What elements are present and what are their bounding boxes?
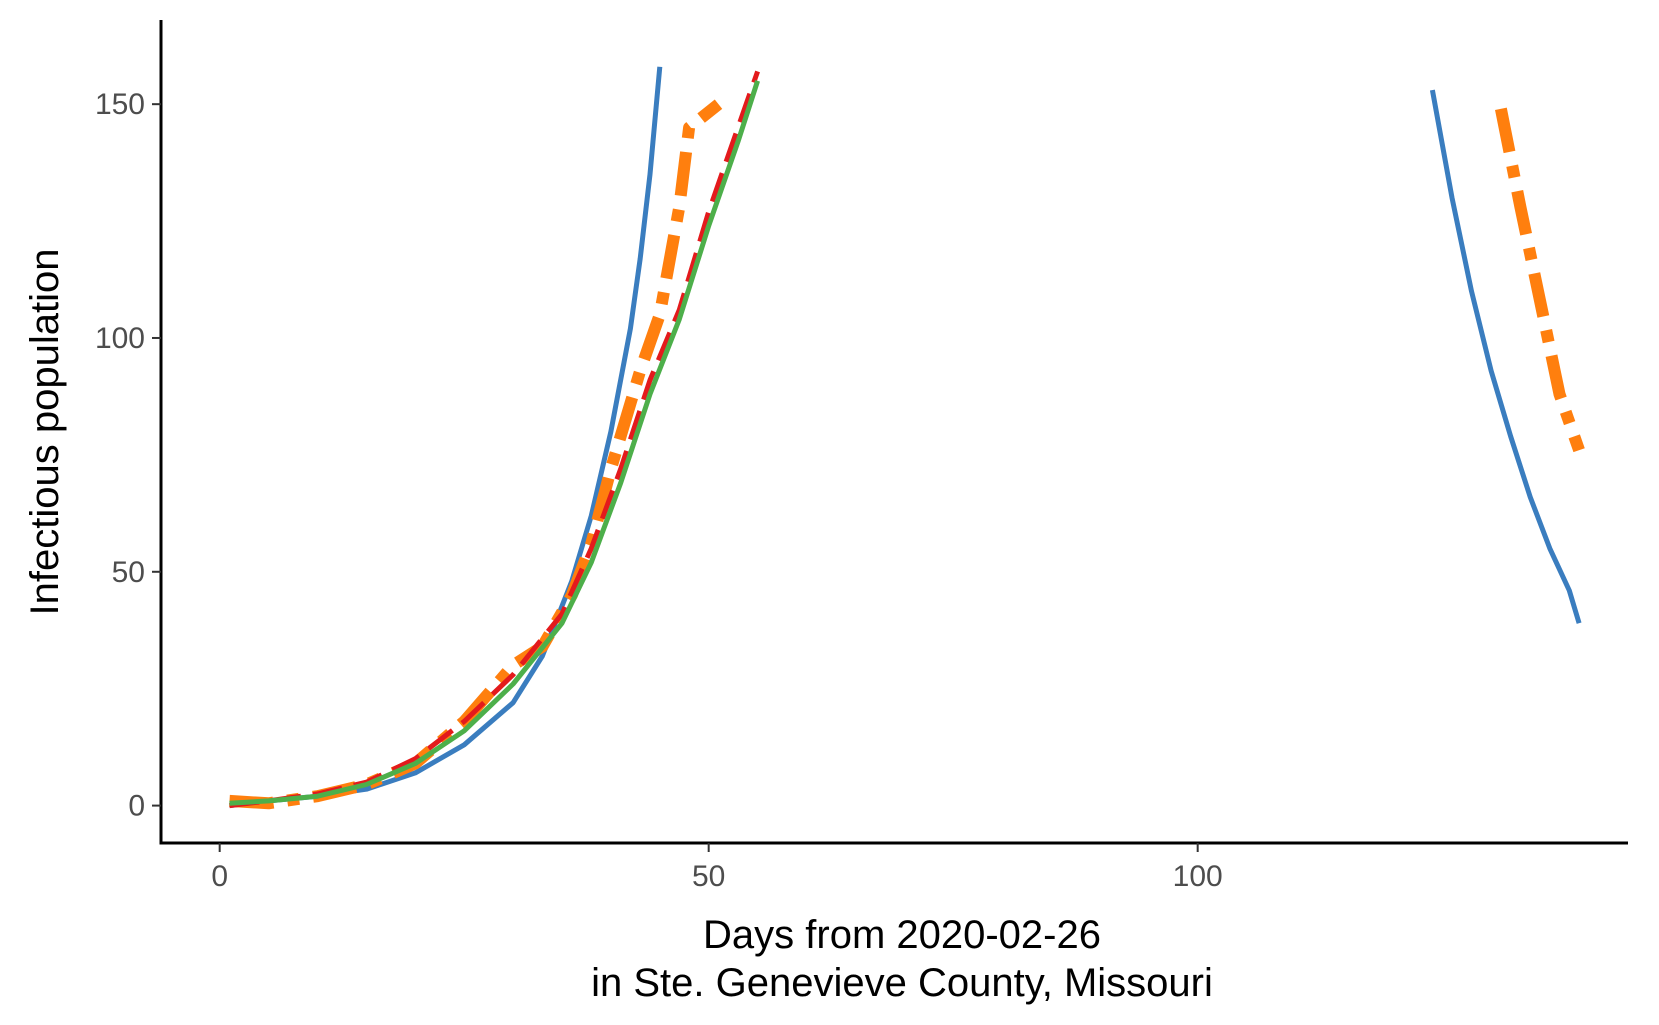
- y-tick-label: 150: [95, 88, 145, 121]
- plot-series-layer: [229, 66, 1585, 810]
- series-line: [1495, 107, 1585, 453]
- y-axis-title: Infectious population: [23, 249, 67, 616]
- y-tick-label: 0: [128, 790, 145, 823]
- series-line: [229, 66, 663, 809]
- x-tick-label: 100: [1173, 860, 1223, 893]
- y-axis-ticks: 0 50 100 150: [95, 88, 161, 823]
- x-axis-title-line-2: in Ste. Genevieve County, Missouri: [591, 961, 1213, 1005]
- x-axis-title-line-1: Days from 2020-02-26: [703, 913, 1101, 957]
- x-tick-label: 0: [211, 860, 228, 893]
- x-tick-label: 50: [692, 860, 725, 893]
- y-tick-label: 50: [112, 556, 145, 589]
- series-line: [1429, 89, 1582, 624]
- series-3: [229, 80, 760, 806]
- series-line: [229, 80, 760, 806]
- y-tick-label: 100: [95, 322, 145, 355]
- series-1: [229, 99, 1585, 810]
- x-axis-ticks: 0 50 100: [211, 843, 1223, 893]
- series-0: [229, 66, 1582, 809]
